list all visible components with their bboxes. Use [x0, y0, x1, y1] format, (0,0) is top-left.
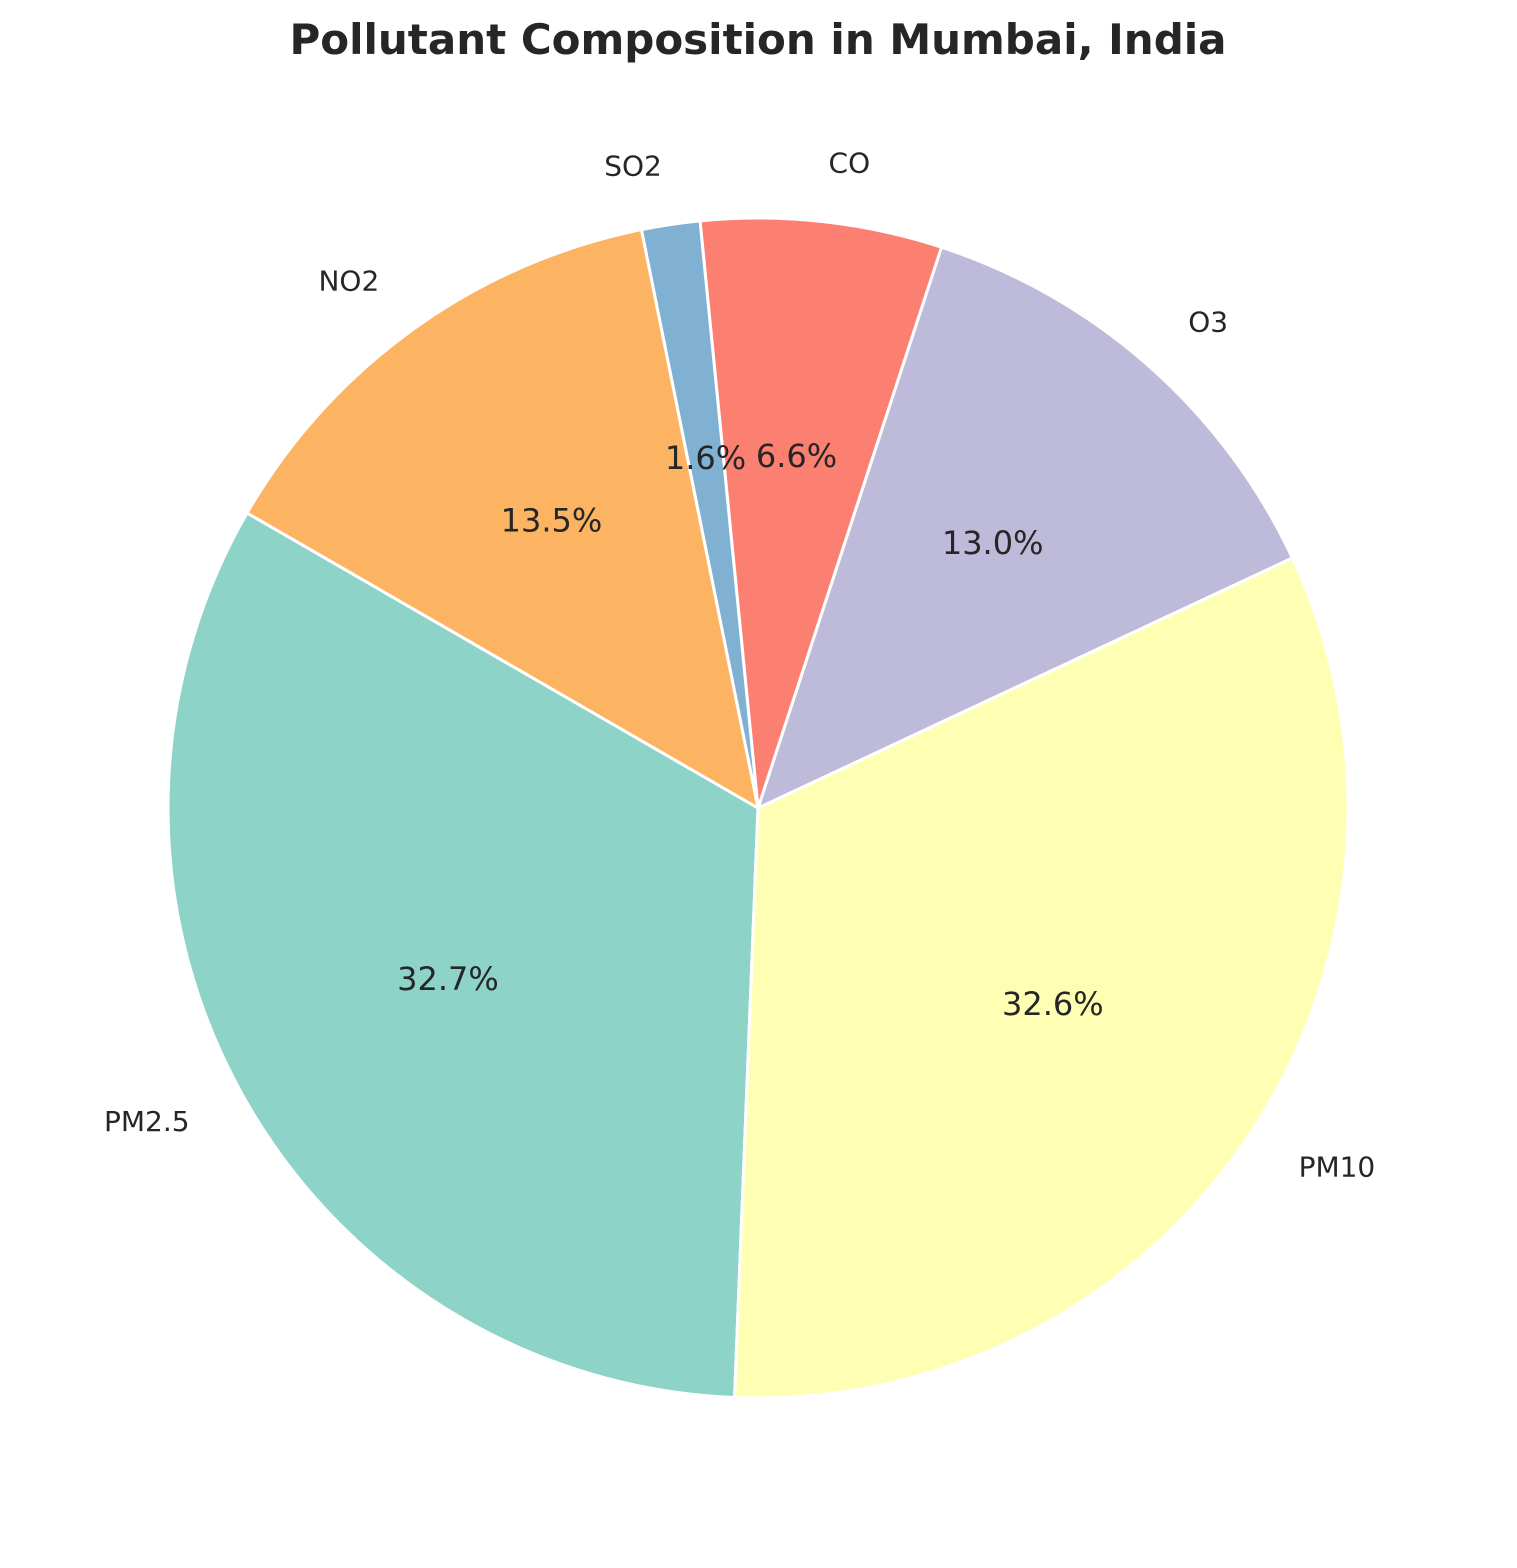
pie-slice-o3 — [756, 245, 1294, 810]
slice-percent-o3: 13.0% — [942, 524, 1044, 562]
slice-label-no2: NO2 — [318, 264, 379, 297]
pie-slices — [166, 216, 1350, 1400]
chart-title: Pollutant Composition in Mumbai, India — [289, 15, 1226, 64]
pie-slice-co — [698, 216, 943, 810]
slice-label-o3: O3 — [1188, 306, 1228, 339]
slice-labels: PM2.5 32.7% PM10 32.6% O3 13.0% CO 6.6% SO2 1.6% N… — [104, 146, 1375, 1183]
slice-percent-co: 6.6% — [756, 437, 837, 475]
slice-label-pm2-5: PM2.5 — [104, 1105, 190, 1138]
slice-percent-pm10: 32.6% — [1002, 985, 1104, 1023]
pie-slice-pm10 — [733, 556, 1350, 1400]
slice-label-co: CO — [829, 146, 871, 179]
pie-slice-pm2-5 — [166, 511, 760, 1400]
pie-slice-no2 — [245, 228, 760, 810]
slice-percent-so2: 1.6% — [665, 439, 746, 477]
slice-label-pm10: PM10 — [1299, 1151, 1376, 1184]
slice-percent-no2: 13.5% — [501, 502, 603, 540]
slice-percent-pm2-5: 32.7% — [397, 960, 499, 998]
slice-label-so2: SO2 — [604, 150, 662, 183]
